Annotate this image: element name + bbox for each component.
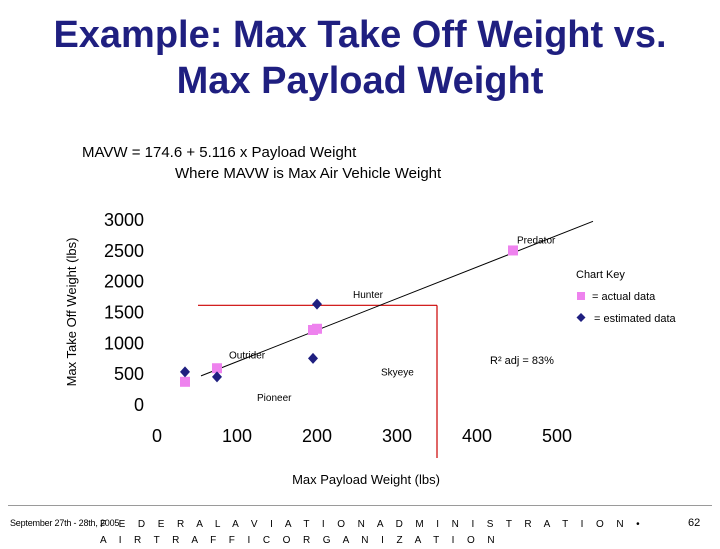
- slide-title: Example: Max Take Off Weight vs. Max Pay…: [0, 12, 720, 104]
- actual-data-point: [508, 245, 518, 256]
- x-tick-label: 200: [302, 426, 332, 446]
- chart-legend: Chart Key = actual data = estimated data: [576, 269, 677, 325]
- annotation-label: Pioneer: [257, 393, 292, 404]
- x-tick-label: 100: [222, 426, 252, 446]
- x-tick-label: 500: [542, 426, 572, 446]
- x-axis-label: Max Payload Weight (lbs): [292, 472, 440, 487]
- x-tick-label: 400: [462, 426, 492, 446]
- y-axis-ticks: 0 500 1000 1500 2000 2500 3000: [104, 210, 144, 415]
- footer-divider: [8, 505, 712, 506]
- title-line-1: Example: Max Take Off Weight vs.: [53, 14, 667, 56]
- data-points: [180, 245, 518, 387]
- estimated-data-point: [312, 298, 322, 310]
- title-line-2: Max Payload Weight: [176, 60, 544, 102]
- formula-line-2: Where MAVW is Max Air Vehicle Weight: [175, 165, 442, 182]
- footer-agency: F E D E R A L A V I A T I O N A D M I N …: [100, 519, 645, 546]
- legend-actual-label: = actual data: [592, 291, 656, 303]
- y-tick-label: 3000: [104, 210, 144, 230]
- x-tick-label: 300: [382, 426, 412, 446]
- legend-estimated-label: = estimated data: [594, 313, 677, 325]
- formula-line-1: MAVW = 174.6 + 5.116 x Payload Weight: [82, 144, 357, 161]
- r2-label: R² adj = 83%: [490, 355, 554, 367]
- regression-line-group: [200, 220, 594, 377]
- actual-data-point: [180, 376, 190, 387]
- annotation-label: Hunter: [353, 290, 384, 301]
- legend-title: Chart Key: [576, 269, 625, 281]
- annotation-label: Predator: [517, 236, 556, 247]
- y-tick-label: 2000: [104, 272, 144, 292]
- estimated-data-point: [180, 366, 190, 378]
- regression-formula: MAVW = 174.6 + 5.116 x Payload Weight Wh…: [82, 142, 441, 184]
- legend-estimated-marker: [576, 313, 586, 322]
- y-tick-label: 500: [114, 364, 144, 384]
- annotation-label: Outrider: [229, 350, 266, 361]
- x-axis-ticks: 0 100 200 300 400 500: [152, 426, 572, 446]
- y-tick-label: 0: [134, 395, 144, 415]
- y-tick-label: 1000: [104, 333, 144, 353]
- actual-data-point: [212, 363, 222, 374]
- legend-actual-marker: [577, 292, 585, 300]
- regression-line: [200, 220, 594, 377]
- aircraft-annotations: Predator Hunter Outrider Skyeye Pioneer: [229, 236, 556, 404]
- annotation-label: Skyeye: [381, 368, 414, 379]
- y-axis-label: Max Take Off Weight (lbs): [64, 238, 79, 387]
- x-tick-label: 0: [152, 426, 162, 446]
- actual-data-point: [312, 323, 322, 334]
- footer-date: September 27th - 28th, 2005: [10, 518, 120, 528]
- estimated-data-point: [308, 352, 318, 364]
- page-number: 62: [688, 517, 701, 529]
- estimated-data-point: [212, 371, 222, 383]
- y-tick-label: 1500: [104, 303, 144, 323]
- y-tick-label: 2500: [104, 241, 144, 261]
